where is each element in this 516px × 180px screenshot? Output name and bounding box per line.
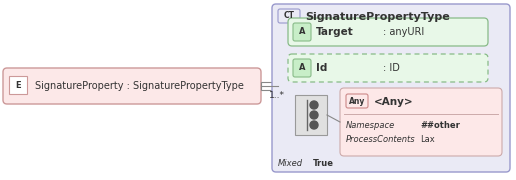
Text: SignaturePropertyType: SignaturePropertyType (305, 12, 450, 22)
Text: SignatureProperty : SignaturePropertyType: SignatureProperty : SignaturePropertyTyp… (35, 81, 244, 91)
Bar (9, 76, 27, 94)
Text: Namespace: Namespace (346, 122, 395, 130)
FancyBboxPatch shape (288, 18, 488, 46)
Circle shape (310, 101, 318, 109)
Text: : ID: : ID (383, 63, 400, 73)
Bar (261, 82, 279, 90)
Text: 1..*: 1..* (269, 91, 285, 100)
Circle shape (310, 121, 318, 129)
Text: True: True (313, 159, 334, 168)
Text: A: A (299, 28, 305, 37)
FancyBboxPatch shape (346, 94, 368, 108)
FancyBboxPatch shape (278, 9, 300, 23)
Text: ##other: ##other (420, 122, 460, 130)
Text: A: A (299, 64, 305, 73)
FancyBboxPatch shape (293, 59, 311, 77)
Text: CT: CT (283, 12, 295, 21)
Text: Target: Target (316, 27, 354, 37)
Text: Any: Any (349, 96, 365, 105)
FancyBboxPatch shape (288, 54, 488, 82)
FancyBboxPatch shape (272, 4, 510, 172)
Text: E: E (15, 80, 21, 89)
Bar (295, 95, 327, 135)
Text: : anyURI: : anyURI (383, 27, 424, 37)
Text: Lax: Lax (420, 136, 435, 145)
FancyBboxPatch shape (3, 68, 261, 104)
Text: ProcessContents: ProcessContents (346, 136, 415, 145)
Text: <Any>: <Any> (374, 97, 414, 107)
Text: Mixed: Mixed (278, 159, 303, 168)
Circle shape (310, 111, 318, 119)
FancyBboxPatch shape (340, 88, 502, 156)
Text: Id: Id (316, 63, 327, 73)
FancyBboxPatch shape (293, 23, 311, 41)
